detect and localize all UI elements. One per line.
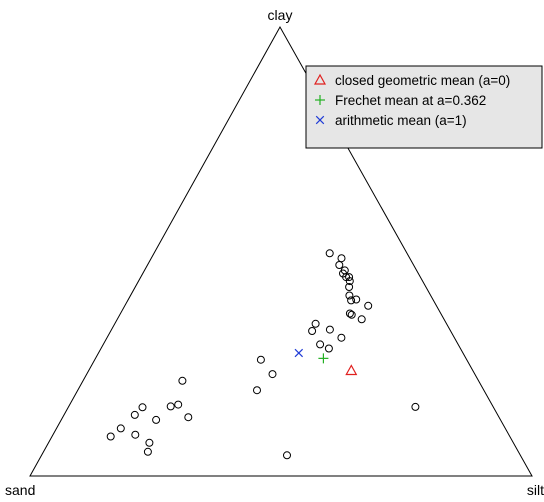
data-point: [347, 310, 356, 319]
cross-icon: [315, 115, 325, 125]
legend-box: [305, 65, 543, 149]
arithmetic-mean-marker: [294, 348, 304, 358]
data-point: [138, 403, 147, 412]
data-point: [253, 386, 261, 395]
data-point: [345, 283, 354, 291]
data-point: [166, 402, 175, 411]
data-point: [145, 438, 154, 447]
data-point: [311, 319, 320, 328]
data-point: [335, 261, 344, 269]
legend-marker: [315, 95, 325, 105]
data-point: [283, 451, 291, 460]
data-point: [308, 327, 317, 335]
data-point: [364, 301, 373, 310]
vertex-label-silt: silt: [527, 482, 544, 498]
data-point: [174, 400, 183, 409]
triangle-icon: [313, 73, 327, 85]
data-point: [411, 402, 420, 411]
data-point: [325, 249, 334, 258]
legend: closed geometric mean (a=0) Frechet mean…: [305, 65, 543, 149]
data-point: [152, 415, 161, 424]
data-point: [345, 291, 354, 300]
data-point: [337, 254, 346, 263]
data-point: [130, 410, 139, 419]
legend-marker: [315, 115, 325, 125]
legend-marker: [313, 73, 327, 85]
data-point: [345, 277, 354, 286]
data-point: [143, 447, 152, 456]
data-points: [106, 249, 420, 460]
frechet-mean-marker: [318, 353, 329, 364]
geometric-mean-marker: [345, 364, 358, 376]
legend-label-frechet-mean: Frechet mean at a=0.362: [335, 93, 486, 108]
data-point: [337, 333, 346, 342]
vertex-label-sand: sand: [5, 482, 35, 498]
legend-entry-geometric-mean: closed geometric mean (a=0): [313, 73, 510, 88]
data-point: [178, 376, 187, 385]
data-point: [316, 340, 325, 349]
data-point: [352, 295, 361, 304]
legend-entry-frechet-mean: Frechet mean at a=0.362: [315, 93, 486, 108]
legend-entry-arithmetic-mean: arithmetic mean (a=1): [315, 113, 467, 128]
legend-label-arithmetic-mean: arithmetic mean (a=1): [335, 113, 467, 128]
data-point: [324, 344, 333, 353]
data-point: [347, 296, 356, 305]
mean-markers: [294, 348, 358, 376]
data-point: [325, 325, 334, 334]
plus-icon: [315, 95, 325, 105]
data-point: [268, 370, 277, 379]
data-point: [116, 424, 125, 433]
data-point: [345, 273, 354, 282]
data-point: [184, 413, 193, 422]
data-point: [357, 315, 366, 324]
data-point: [131, 430, 140, 439]
data-point: [345, 309, 354, 318]
legend-label-geometric-mean: closed geometric mean (a=0): [335, 73, 510, 88]
data-point: [256, 355, 265, 364]
vertex-label-clay: clay: [268, 7, 293, 23]
data-point: [106, 432, 115, 441]
ternary-triangle: [29, 25, 533, 477]
